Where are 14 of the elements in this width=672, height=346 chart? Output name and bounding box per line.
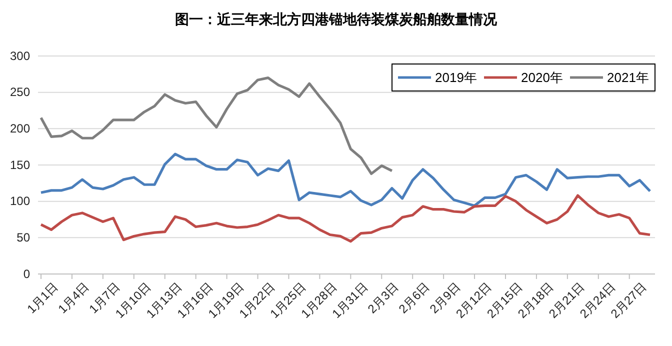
y-tick-label: 50 bbox=[16, 230, 30, 245]
chart-title: 图一：近三年来北方四港锚地待装煤炭船舶数量情况 bbox=[175, 11, 498, 28]
legend-label: 2019年 bbox=[435, 70, 477, 85]
y-tick-label: 0 bbox=[23, 266, 30, 281]
legend-label: 2021年 bbox=[607, 70, 649, 85]
line-series bbox=[40, 152, 652, 207]
legend-label: 2020年 bbox=[521, 70, 563, 85]
y-tick-label: 200 bbox=[10, 122, 30, 136]
line-series bbox=[40, 76, 394, 176]
y-tick-label: 250 bbox=[10, 85, 30, 100]
y-tick-label: 300 bbox=[10, 48, 30, 63]
line-series bbox=[40, 194, 652, 243]
y-tick-label: 100 bbox=[10, 194, 30, 208]
y-tick-label: 150 bbox=[10, 158, 30, 172]
